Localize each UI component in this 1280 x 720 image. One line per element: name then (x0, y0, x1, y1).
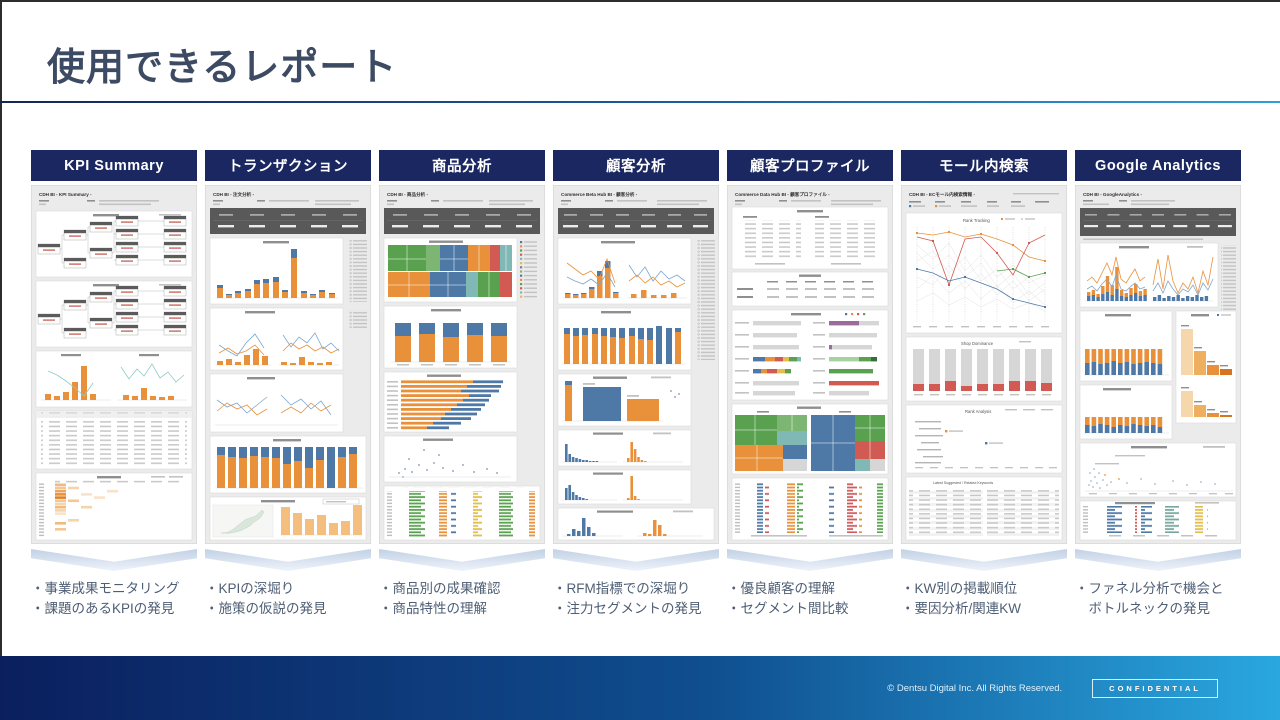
kpi-summary-thumbnail: CDH BI - KPI Summary - (31, 185, 197, 544)
title-divider (0, 101, 1280, 103)
confidential-badge: CONFIDENTIAL (1092, 678, 1218, 698)
column-header-product-analysis: 商品分析 (379, 150, 545, 181)
bullet-line: ・商品特性の理解 (379, 600, 487, 616)
mall-search-dashboard-image: CDH BI - ECモール内検索情報 - Rank Tracking (901, 185, 1067, 544)
bullet-line: ・優良顧客の理解 (727, 581, 835, 596)
dashboard-title-text: CDH BI - 商品分析 - (387, 191, 429, 198)
report-column-transaction: トランザクション CDH BI - 注文分析 - (205, 150, 371, 618)
down-chevron-icon (901, 549, 1067, 571)
dashboard-title-text: CDH BI - GoogleAnalytics - (1083, 192, 1142, 197)
customer-analysis-thumbnail: Commerce Beta Hub BI - 顧客分析 - (553, 185, 719, 544)
panel-title-keywords: Latest Suggested / Related Keywords (933, 481, 993, 485)
footer-bar: © Dentsu Digital Inc. All Rights Reserve… (0, 656, 1280, 720)
panel-title-rank-analysis: Rank Analysis (965, 409, 991, 414)
column-header-kpi-summary: KPI Summary (31, 150, 197, 181)
bullet-line: ・施策の仮説の発見 (205, 600, 327, 616)
down-chevron-icon (1075, 549, 1241, 571)
customer-profile-dashboard-image: Commerce Data Hub BI - 顧客プロファイル - (727, 185, 893, 544)
bullet-line: ・商品別の成果確認 (379, 581, 501, 596)
bullet-line: ・セグメント間比較 (727, 600, 849, 616)
bullet-line: ボトルネックの発見 (1075, 600, 1210, 616)
dashboard-title-text: CDH BI - KPI Summary - (39, 192, 92, 197)
panel-title-rank-tracking: Rank Tracking (963, 218, 990, 223)
dashboard-title-text: CDH BI - 注文分析 - (213, 191, 255, 198)
down-chevron-icon (205, 549, 371, 571)
dashboard-title-text: Commerce Data Hub BI - 顧客プロファイル - (735, 191, 830, 198)
bullet-line: ・注力セグメントの発見 (553, 600, 702, 616)
bullet-line: ・要因分析/関連KW (901, 600, 1021, 616)
column-bullets: ・商品別の成果確認 ・商品特性の理解 (379, 579, 545, 618)
slide-top-border (0, 0, 1280, 2)
customer-profile-thumbnail: Commerce Data Hub BI - 顧客プロファイル - (727, 185, 893, 544)
report-column-mall-search: モール内検索 CDH BI - ECモール内検索情報 - Rank Tracki… (901, 150, 1067, 618)
down-chevron-icon (31, 549, 197, 571)
bullet-line: ・ファネル分析で機会と (1075, 581, 1224, 596)
down-chevron-icon (379, 549, 545, 571)
kpi-summary-dashboard-image: CDH BI - KPI Summary - (31, 185, 197, 544)
down-chevron-icon (727, 549, 893, 571)
google-analytics-dashboard-image: CDH BI - GoogleAnalytics - (1075, 185, 1241, 544)
column-bullets: ・事業成果モニタリング ・課題のあるKPIの発見 (31, 579, 197, 618)
column-bullets: ・優良顧客の理解 ・セグメント間比較 (727, 579, 893, 618)
report-column-google-analytics: Google Analytics CDH BI - GoogleAnalytic… (1075, 150, 1241, 618)
report-column-customer-analysis: 顧客分析 Commerce Beta Hub BI - 顧客分析 - (553, 150, 719, 618)
customer-analysis-dashboard-image: Commerce Beta Hub BI - 顧客分析 - (553, 185, 719, 544)
product-analysis-dashboard-image: CDH BI - 商品分析 - (379, 185, 545, 544)
down-chevron-icon (553, 549, 719, 571)
slide-left-border (0, 0, 2, 656)
panel-title-shop-dominance: Shop Dominance (961, 341, 994, 346)
report-column-kpi-summary: KPI Summary CDH BI - KPI Summary - (31, 150, 197, 618)
column-bullets: ・KW別の掲載順位 ・要因分析/関連KW (901, 579, 1067, 618)
bullet-line: ・RFM指標での深堀り (553, 581, 691, 596)
page-title: 使用できるレポート (47, 47, 398, 89)
bullet-line: ・課題のあるKPIの発見 (31, 600, 175, 616)
transaction-thumbnail: CDH BI - 注文分析 - (205, 185, 371, 544)
report-column-product-analysis: 商品分析 CDH BI - 商品分析 - (379, 150, 545, 618)
column-header-customer-analysis: 顧客分析 (553, 150, 719, 181)
column-header-transaction: トランザクション (205, 150, 371, 181)
column-bullets: ・RFM指標での深堀り ・注力セグメントの発見 (553, 579, 719, 618)
column-header-customer-profile: 顧客プロファイル (727, 150, 893, 181)
bullet-line: ・事業成果モニタリング (31, 581, 180, 596)
dashboard-title-text: CDH BI - ECモール内検索情報 - (909, 191, 975, 198)
product-analysis-thumbnail: CDH BI - 商品分析 - (379, 185, 545, 544)
bullet-line: ・KPIの深堀り (205, 581, 295, 596)
transaction-dashboard-image: CDH BI - 注文分析 - (205, 185, 371, 544)
google-analytics-thumbnail: CDH BI - GoogleAnalytics - (1075, 185, 1241, 544)
mall-search-thumbnail: CDH BI - ECモール内検索情報 - Rank Tracking (901, 185, 1067, 544)
column-bullets: ・ファネル分析で機会と ボトルネックの発見 (1075, 579, 1241, 618)
column-header-google-analytics: Google Analytics (1075, 150, 1241, 181)
copyright-text: © Dentsu Digital Inc. All Rights Reserve… (887, 682, 1063, 694)
report-column-customer-profile: 顧客プロファイル Commerce Data Hub BI - 顧客プロファイル… (727, 150, 893, 618)
dashboard-title-text: Commerce Beta Hub BI - 顧客分析 - (561, 191, 638, 198)
bullet-line: ・KW別の掲載順位 (901, 581, 1018, 596)
report-columns: KPI Summary CDH BI - KPI Summary - (31, 150, 1241, 618)
column-bullets: ・KPIの深堀り ・施策の仮説の発見 (205, 579, 371, 618)
column-header-mall-search: モール内検索 (901, 150, 1067, 181)
